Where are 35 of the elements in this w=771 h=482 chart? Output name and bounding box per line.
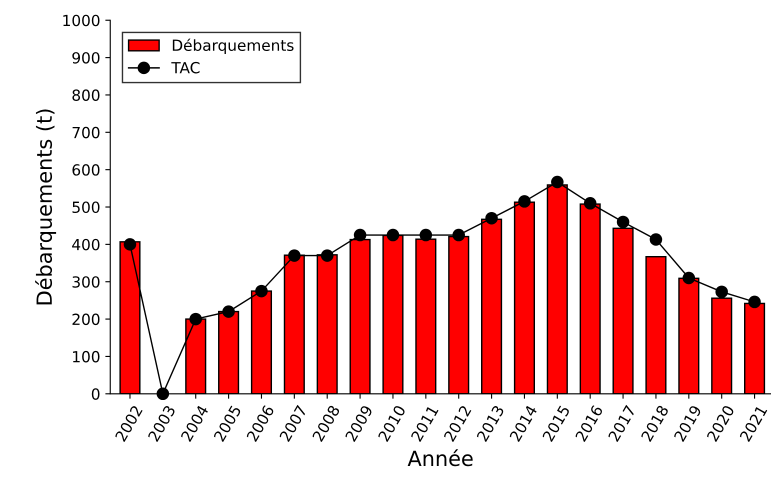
legend-label: TAC: [171, 62, 200, 74]
point: [124, 238, 136, 251]
point: [320, 249, 334, 262]
y-tick-label: 700: [72, 126, 100, 138]
point: [748, 296, 761, 308]
point: [650, 233, 662, 246]
y-tick-label: 900: [72, 52, 100, 64]
point: [616, 216, 630, 228]
y-tick-label: 200: [72, 314, 100, 326]
y-tick-label: 800: [72, 89, 100, 101]
point: [715, 286, 728, 298]
point: [420, 228, 432, 242]
point: [682, 272, 696, 284]
y-tick-label: 300: [72, 276, 100, 288]
y-axis-title: Débarquements (t): [35, 109, 56, 304]
y-tick-label: 0: [92, 388, 100, 400]
point: [551, 176, 564, 188]
point: [288, 249, 301, 262]
y-tick-label: 400: [72, 238, 100, 250]
point: [518, 195, 531, 208]
point: [255, 284, 268, 298]
point: [584, 197, 596, 210]
point: [386, 228, 400, 242]
point: [354, 228, 366, 242]
point: [485, 212, 498, 224]
y-tick-label: 100: [73, 350, 100, 362]
point: [222, 305, 235, 318]
legend-label: Débarquements: [172, 38, 294, 54]
x-axis-title: Année: [408, 449, 473, 466]
point: [156, 388, 170, 400]
y-tick-label: 1000: [63, 14, 100, 26]
y-tick-label: 600: [72, 164, 100, 176]
point: [189, 312, 202, 326]
y-tick-label: 500: [72, 201, 100, 214]
point: [452, 228, 465, 242]
